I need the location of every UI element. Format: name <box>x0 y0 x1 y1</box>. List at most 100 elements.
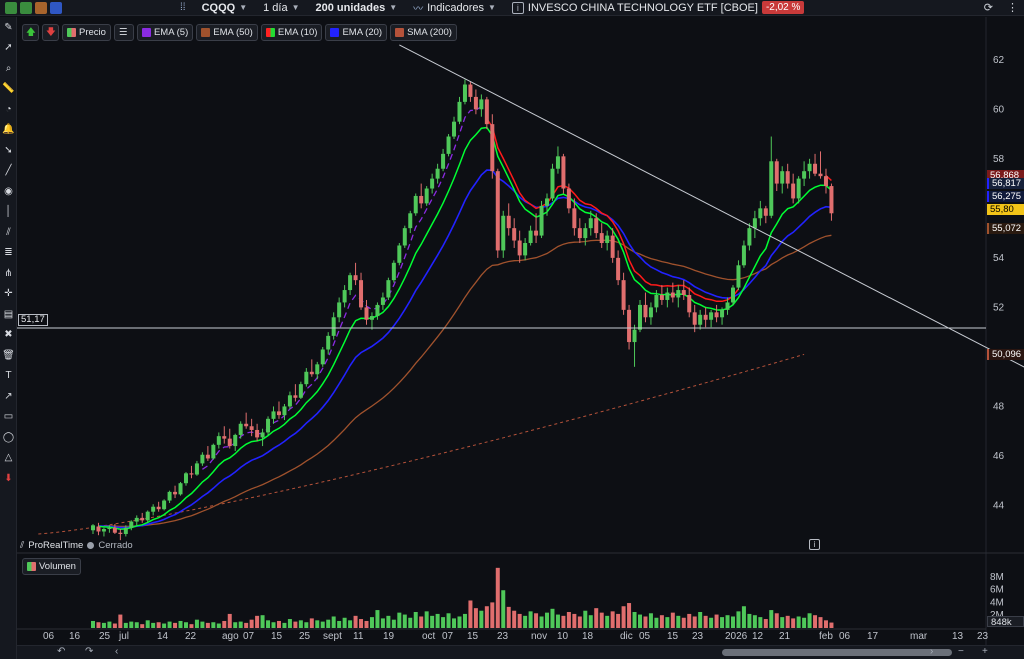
volume-bar <box>763 619 768 628</box>
bottom-scrollbar: ↶ ↷ ‹ › − + <box>17 645 1024 659</box>
volume-bar <box>391 619 396 628</box>
trash-icon[interactable]: 🗑 <box>2 349 15 361</box>
x-tick-label: 15 <box>667 631 679 642</box>
volume-bar <box>348 620 353 628</box>
trend-line[interactable] <box>399 44 1024 451</box>
instrument-info[interactable]: i INVESCO CHINA TECHNOLOGY ETF [CBOE] -2… <box>504 0 813 16</box>
crosshair-icon[interactable]: ✛ <box>4 288 13 300</box>
line-icon[interactable]: ╱ <box>5 165 12 177</box>
volume-bar <box>791 618 796 628</box>
candle-body <box>287 395 292 407</box>
channel-icon[interactable]: ⫽ <box>6 226 11 238</box>
volume-bar <box>452 618 457 628</box>
symbol-selector[interactable]: CQQQ ▼ <box>194 0 256 16</box>
zoom-out-icon[interactable]: − <box>958 646 964 657</box>
chart-type-selector[interactable]: ⁞⁞ <box>172 0 194 16</box>
tools-icon[interactable]: ✖ <box>4 329 13 341</box>
legend-ema50-label: EMA (50) <box>213 27 253 38</box>
more-icon[interactable]: ⋮ <box>1007 2 1018 14</box>
scroll-right-icon[interactable]: › <box>930 646 934 657</box>
scroll-thumb[interactable] <box>722 649 952 656</box>
triangle-icon[interactable]: △ <box>4 452 13 464</box>
candle-body <box>408 213 413 229</box>
scroll-left-icon[interactable]: ‹ <box>115 646 119 657</box>
ellipse-icon[interactable]: ◯ <box>2 431 15 443</box>
chevron-down-icon: ▼ <box>389 3 398 12</box>
indicators-button[interactable]: 〰 Indicadores ▼ <box>405 0 504 16</box>
volume-tick-label: 2M <box>990 610 1004 621</box>
volume-bar <box>189 624 194 628</box>
x-tick-label: 23 <box>977 631 989 642</box>
candle-body <box>107 527 112 530</box>
brand-icon: ⫽ <box>20 540 25 551</box>
volume-tick-label: 4M <box>990 597 1004 608</box>
arrow-up-button[interactable]: 🡅 <box>22 24 39 41</box>
volume-swatch-icon <box>27 562 36 571</box>
redo-icon[interactable]: ↷ <box>85 646 94 657</box>
volume-bar <box>430 615 435 628</box>
ruler-icon[interactable]: 📏 <box>2 83 15 95</box>
volume-bar <box>271 622 276 628</box>
x-tick-label: 15 <box>271 631 283 642</box>
volume-bar <box>534 613 539 628</box>
cursor-icon[interactable]: ➚ <box>4 42 13 54</box>
volume-bar <box>643 616 648 628</box>
volume-bar <box>441 617 446 628</box>
candle-body <box>594 218 599 234</box>
info-icon[interactable]: i <box>809 539 820 550</box>
arrow-icon[interactable]: ↗ <box>4 390 13 402</box>
bell-icon[interactable]: 🔔 <box>2 124 15 136</box>
price-chart[interactable]: 62605856545250484644 061625jul1422ago071… <box>17 17 1024 645</box>
zoom-in-icon[interactable]: + <box>982 646 988 657</box>
legend-ema20[interactable]: EMA (20) <box>325 24 388 41</box>
candle-body <box>534 230 539 236</box>
document-icon[interactable]: ▤ <box>3 308 14 320</box>
units-selector[interactable]: 200 unidades ▼ <box>308 0 406 16</box>
pitchfork-icon[interactable]: ⋔ <box>4 267 13 279</box>
candle-body <box>96 526 101 532</box>
x-tick-label: 23 <box>692 631 704 642</box>
undo-icon[interactable]: ↶ <box>57 646 66 657</box>
candle-body <box>173 491 178 495</box>
legend-sma200[interactable]: SMA (200) <box>390 24 457 41</box>
x-tick-label: 2026 <box>725 631 748 642</box>
green-square-icon[interactable] <box>5 1 17 14</box>
volume-bar <box>282 622 287 628</box>
volume-bar <box>490 602 495 628</box>
down-arrow-icon[interactable]: ⬇ <box>4 472 13 484</box>
legend-price[interactable]: Precio <box>62 24 111 41</box>
y-tick-label: 58 <box>993 154 1005 165</box>
pencil-icon[interactable]: ✎ <box>4 21 13 33</box>
candle-body <box>807 163 812 172</box>
timeframe-selector[interactable]: 1 día ▼ <box>255 0 307 16</box>
fibonacci-icon[interactable]: ≣ <box>4 247 13 259</box>
sma200-price-tag: 50,096 <box>987 349 1024 360</box>
legend-ema5[interactable]: EMA (5) <box>136 24 194 41</box>
x-tick-label: 21 <box>779 631 791 642</box>
rectangle-icon[interactable]: ▭ <box>3 411 14 423</box>
candle-body <box>791 183 796 199</box>
green-square-icon-2[interactable] <box>20 1 32 14</box>
horizontal-line-label[interactable]: 51,17 <box>18 314 48 326</box>
ray-icon[interactable]: ◉ <box>4 185 13 197</box>
candle-body <box>452 121 457 137</box>
legend-volume[interactable]: Volumen <box>22 558 81 575</box>
volume-bar <box>785 615 790 628</box>
candle-body <box>758 208 763 219</box>
sync-icon[interactable]: ⟳ <box>983 2 993 14</box>
arrow-down-icon: 🡇 <box>46 26 56 38</box>
x-tick-label: 05 <box>639 631 651 642</box>
candle-body <box>813 163 818 174</box>
orange-square-icon[interactable] <box>35 1 47 14</box>
alert-icon[interactable]: ◔ <box>5 103 12 115</box>
text-icon[interactable]: T <box>5 370 12 382</box>
blue-square-icon[interactable] <box>50 1 62 14</box>
chevron-down-icon: ▼ <box>239 3 248 12</box>
vertical-line-icon[interactable]: │ <box>5 206 12 218</box>
pointer-icon[interactable]: ➘ <box>4 144 13 156</box>
arrow-down-button[interactable]: 🡇 <box>42 24 59 41</box>
list-button[interactable]: ☰ <box>113 24 134 41</box>
legend-ema10[interactable]: EMA (10) <box>260 24 323 41</box>
legend-ema50[interactable]: EMA (50) <box>196 24 258 41</box>
zoom-icon[interactable]: ⌕ <box>5 62 12 74</box>
